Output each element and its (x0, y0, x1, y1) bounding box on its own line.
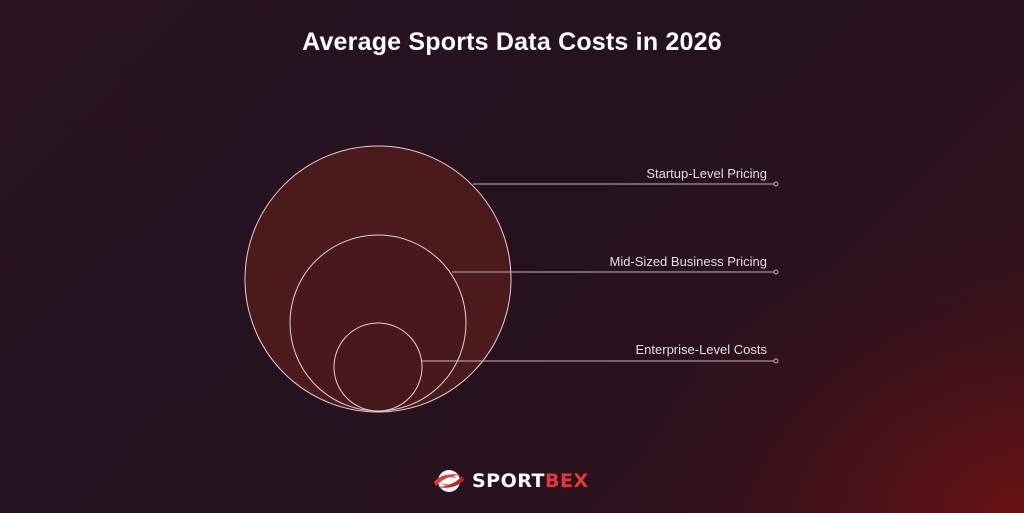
startup-tier-label: Startup-Level Pricing (646, 166, 767, 181)
brand-name: SPORTBEX (472, 470, 589, 492)
mid-sized-leader-dot (773, 269, 779, 275)
enterprise-tier-circle (333, 322, 423, 412)
brand-name-part1: SPORT (472, 470, 545, 492)
brand-logo: SPORTBEX (432, 466, 589, 496)
enterprise-leader-dot (773, 358, 779, 364)
mid-sized-tier-label: Mid-Sized Business Pricing (609, 254, 767, 269)
sportbex-ball-icon (434, 470, 464, 492)
brand-name-part2: BEX (545, 470, 589, 492)
enterprise-tier-label: Enterprise-Level Costs (635, 342, 768, 357)
page-title: Average Sports Data Costs in 2026 (302, 28, 722, 56)
startup-leader-dot (773, 181, 779, 187)
